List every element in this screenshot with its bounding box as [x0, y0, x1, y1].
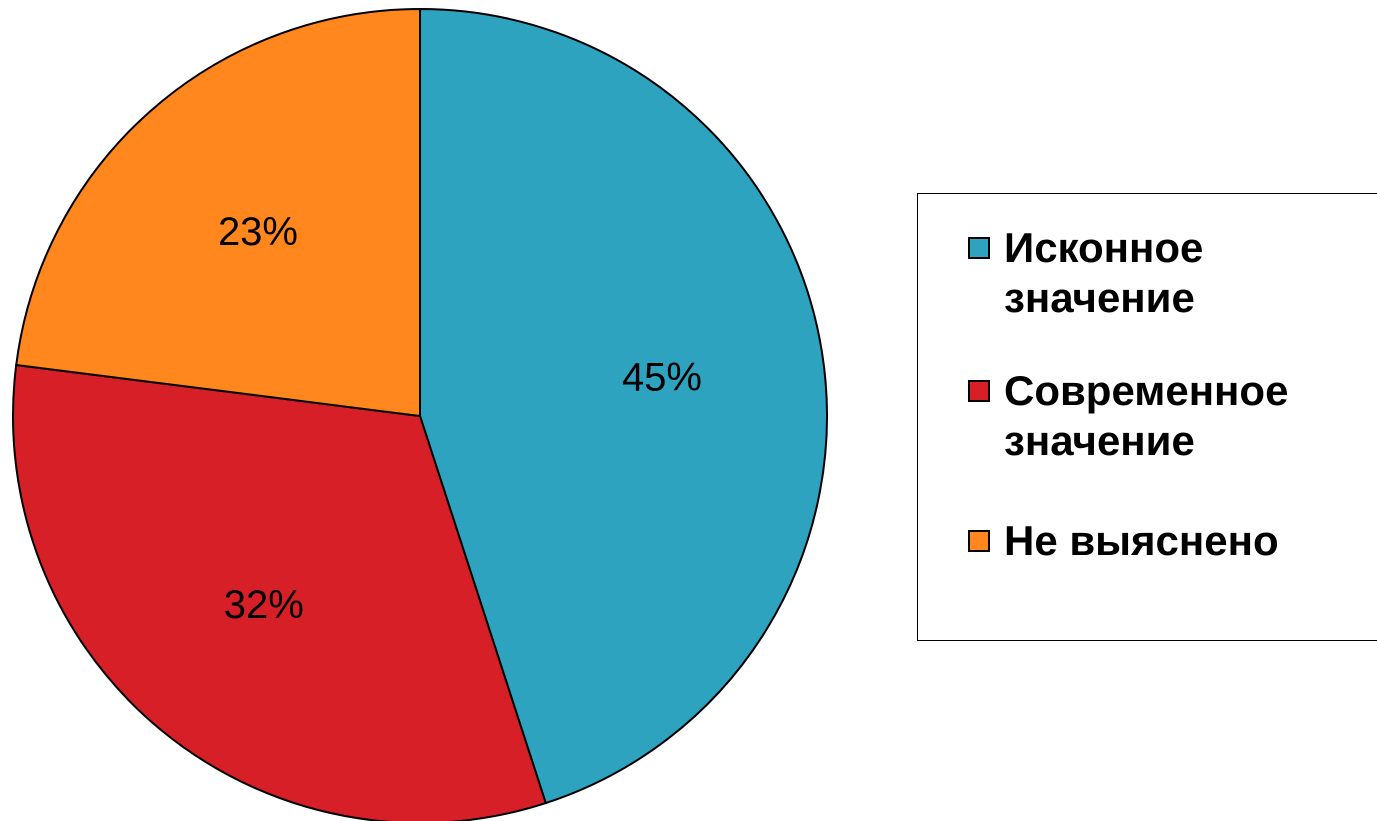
legend-label: Современное значение	[1004, 367, 1289, 464]
slice-sovremennoe	[12, 363, 548, 821]
legend-item-sovremennoe: Современное значение	[968, 366, 1377, 466]
slice-percent-label: 23%	[218, 210, 298, 254]
legend-item-iskonnoe: Исконное значение	[968, 223, 1377, 323]
legend-label: Исконное значение	[1004, 224, 1204, 321]
pie-labels: 45% 32% 23%	[218, 210, 702, 627]
slice-iskonnoe	[419, 7, 828, 805]
legend-item-ne-vyyasneno: Не выяснено	[968, 516, 1377, 566]
slice-ne-vyyasneno	[15, 7, 421, 418]
legend-label: Не выяснено	[1004, 517, 1279, 564]
pie-slices	[12, 7, 828, 821]
chart-legend: Исконное значение Современное значение Н…	[917, 193, 1377, 641]
slice-percent-label: 45%	[622, 356, 702, 400]
legend-swatch	[968, 237, 990, 259]
legend-swatch	[968, 530, 990, 552]
legend-swatch	[968, 380, 990, 402]
slice-percent-label: 32%	[224, 583, 304, 627]
